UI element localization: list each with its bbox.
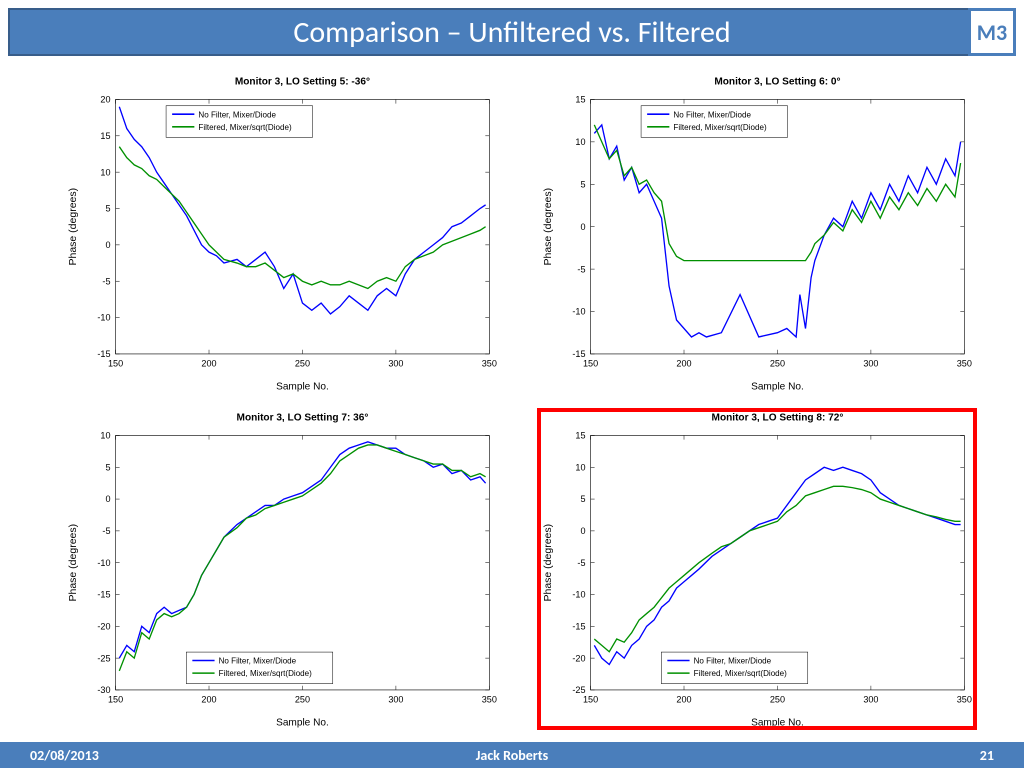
svg-text:-20: -20 xyxy=(572,653,585,663)
svg-text:5: 5 xyxy=(580,494,585,504)
svg-text:-5: -5 xyxy=(102,526,110,536)
svg-text:-20: -20 xyxy=(97,621,110,631)
svg-text:Filtered, Mixer/sqrt(Diode): Filtered, Mixer/sqrt(Diode) xyxy=(219,669,312,678)
svg-text:No Filter, Mixer/Diode: No Filter, Mixer/Diode xyxy=(198,110,276,119)
svg-text:Monitor 3, LO Setting 7: 36°: Monitor 3, LO Setting 7: 36° xyxy=(237,413,369,424)
footer-page: 21 xyxy=(980,747,994,764)
svg-text:-10: -10 xyxy=(572,589,585,599)
svg-text:150: 150 xyxy=(108,694,123,704)
svg-text:No Filter, Mixer/Diode: No Filter, Mixer/Diode xyxy=(693,657,771,666)
badge-text: M3 xyxy=(977,19,1007,46)
svg-text:250: 250 xyxy=(769,694,784,704)
svg-text:Monitor 3, LO Setting 8: 72°: Monitor 3, LO Setting 8: 72° xyxy=(711,413,843,424)
footer-date: 02/08/2013 xyxy=(30,747,99,764)
svg-text:Phase (degrees): Phase (degrees) xyxy=(68,524,79,602)
svg-text:Sample No.: Sample No. xyxy=(751,718,804,729)
chart-panel-0: 150 200 250 300 350 -15 -10 -5 0 5 10 15 20 Monitor 3… xyxy=(60,70,505,396)
svg-text:-15: -15 xyxy=(97,589,110,599)
svg-text:150: 150 xyxy=(582,694,597,704)
svg-text:10: 10 xyxy=(575,137,585,147)
svg-text:300: 300 xyxy=(388,358,403,368)
svg-text:5: 5 xyxy=(105,204,110,214)
monitor-badge: M3 xyxy=(968,8,1016,56)
svg-text:150: 150 xyxy=(582,358,597,368)
svg-text:300: 300 xyxy=(863,358,878,368)
svg-text:Sample No.: Sample No. xyxy=(276,718,329,729)
svg-text:Filtered, Mixer/sqrt(Diode): Filtered, Mixer/sqrt(Diode) xyxy=(198,123,291,132)
svg-text:-10: -10 xyxy=(97,558,110,568)
svg-text:-5: -5 xyxy=(102,276,110,286)
svg-text:200: 200 xyxy=(201,358,216,368)
svg-text:No Filter, Mixer/Diode: No Filter, Mixer/Diode xyxy=(673,110,751,119)
title-bar: Comparison – Unfiltered vs. Filtered xyxy=(8,8,1016,56)
svg-text:-15: -15 xyxy=(572,349,585,359)
svg-text:Filtered, Mixer/sqrt(Diode): Filtered, Mixer/sqrt(Diode) xyxy=(673,123,766,132)
svg-text:150: 150 xyxy=(108,358,123,368)
chart-panel-2: 150 200 250 300 350 -30 -25 -20 -15 -10 -5 0 5 10 Moni… xyxy=(60,406,505,732)
svg-text:Filtered, Mixer/sqrt(Diode): Filtered, Mixer/sqrt(Diode) xyxy=(693,669,786,678)
footer-bar: 02/08/2013 Jack Roberts 21 xyxy=(0,742,1024,768)
svg-text:-30: -30 xyxy=(97,685,110,695)
chart-grid: 150200250300350-15-10-505101520Monitor 3… xyxy=(60,70,979,732)
svg-text:-25: -25 xyxy=(572,685,585,695)
svg-text:250: 250 xyxy=(295,694,310,704)
svg-text:15: 15 xyxy=(100,131,110,141)
svg-text:0: 0 xyxy=(580,222,585,232)
slide-title: Comparison – Unfiltered vs. Filtered xyxy=(293,14,730,51)
svg-text:10: 10 xyxy=(100,430,110,440)
svg-text:350: 350 xyxy=(956,694,971,704)
svg-text:200: 200 xyxy=(201,694,216,704)
svg-text:0: 0 xyxy=(105,494,110,504)
svg-text:Monitor 3, LO Setting 6: 0°: Monitor 3, LO Setting 6: 0° xyxy=(714,77,840,88)
svg-text:15: 15 xyxy=(575,430,585,440)
svg-text:No Filter, Mixer/Diode: No Filter, Mixer/Diode xyxy=(219,657,297,666)
svg-text:-10: -10 xyxy=(97,313,110,323)
svg-text:10: 10 xyxy=(575,462,585,472)
svg-text:250: 250 xyxy=(769,358,784,368)
svg-text:350: 350 xyxy=(956,358,971,368)
svg-text:200: 200 xyxy=(676,694,691,704)
svg-text:-5: -5 xyxy=(577,558,585,568)
svg-text:5: 5 xyxy=(580,179,585,189)
chart-panel-1: 150 200 250 300 350 -15 -10 -5 0 5 10 15 Monitor 3, … xyxy=(535,70,980,396)
svg-text:-15: -15 xyxy=(572,621,585,631)
chart-panel-3: 150 200 250 300 350 -25 -20 -15 -10 -5 0 5 10 15 Monit… xyxy=(535,406,980,732)
svg-text:200: 200 xyxy=(676,358,691,368)
svg-text:-10: -10 xyxy=(572,307,585,317)
svg-text:350: 350 xyxy=(482,358,497,368)
svg-text:300: 300 xyxy=(388,694,403,704)
svg-text:10: 10 xyxy=(100,167,110,177)
svg-text:Sample No.: Sample No. xyxy=(276,382,329,393)
svg-text:Phase (degrees): Phase (degrees) xyxy=(543,188,554,266)
svg-text:350: 350 xyxy=(482,694,497,704)
svg-text:-5: -5 xyxy=(577,264,585,274)
svg-text:5: 5 xyxy=(105,462,110,472)
svg-text:Phase (degrees): Phase (degrees) xyxy=(543,524,554,602)
svg-text:Phase (degrees): Phase (degrees) xyxy=(68,188,79,266)
svg-text:0: 0 xyxy=(580,526,585,536)
svg-text:-15: -15 xyxy=(97,349,110,359)
svg-text:300: 300 xyxy=(863,694,878,704)
svg-text:20: 20 xyxy=(100,94,110,104)
svg-text:-25: -25 xyxy=(97,653,110,663)
footer-author: Jack Roberts xyxy=(0,747,1024,764)
svg-text:0: 0 xyxy=(105,240,110,250)
svg-text:Sample No.: Sample No. xyxy=(751,382,804,393)
svg-text:Monitor 3, LO Setting 5: -36°: Monitor 3, LO Setting 5: -36° xyxy=(235,77,370,88)
svg-text:250: 250 xyxy=(295,358,310,368)
svg-text:15: 15 xyxy=(575,94,585,104)
